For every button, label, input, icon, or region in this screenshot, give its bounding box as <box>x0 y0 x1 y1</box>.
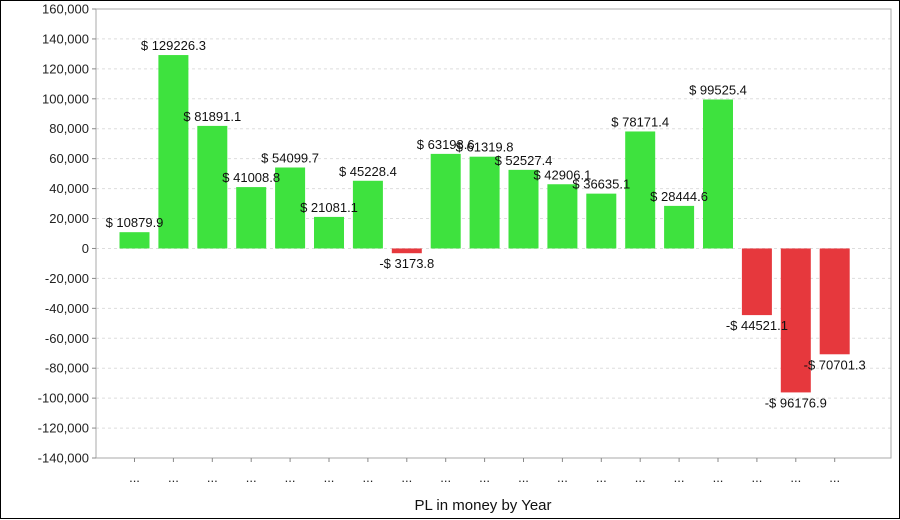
x-tick-label: ... <box>596 470 607 485</box>
y-tick-label: 100,000 <box>42 91 89 106</box>
bar[interactable] <box>664 205 695 249</box>
bars <box>119 55 850 393</box>
bar[interactable] <box>547 184 578 249</box>
bar[interactable] <box>236 187 267 249</box>
bar[interactable] <box>625 131 656 249</box>
x-tick-label: ... <box>829 470 840 485</box>
plot-area-border <box>95 8 892 459</box>
data-label: -$ 3173.8 <box>379 256 434 271</box>
x-tick-label: ... <box>129 470 140 485</box>
bar[interactable] <box>741 248 772 316</box>
bar[interactable] <box>275 167 306 249</box>
y-tick-label: -60,000 <box>45 331 89 346</box>
bar[interactable] <box>819 248 850 355</box>
y-tick-label: 120,000 <box>42 61 89 76</box>
x-axis-title: PL in money by Year <box>414 497 551 514</box>
data-label: $ 129226.3 <box>141 38 206 53</box>
x-tick-label: ... <box>285 470 296 485</box>
y-tick-label: -100,000 <box>38 391 89 406</box>
y-tick-label: -120,000 <box>38 421 89 436</box>
x-tick-label: ... <box>401 470 412 485</box>
x-tick-label: ... <box>751 470 762 485</box>
x-axis-tick-labels: ........................................… <box>129 458 840 485</box>
bar[interactable] <box>586 193 617 249</box>
bar[interactable] <box>780 248 811 393</box>
x-tick-label: ... <box>246 470 257 485</box>
y-tick-label: 40,000 <box>49 181 89 196</box>
bar[interactable] <box>119 232 150 249</box>
y-tick-label: 80,000 <box>49 121 89 136</box>
y-tick-label: 20,000 <box>49 211 89 226</box>
y-tick-label: 0 <box>82 241 89 256</box>
bar[interactable] <box>508 169 539 249</box>
y-tick-label: -80,000 <box>45 361 89 376</box>
data-label: $ 10879.9 <box>106 215 164 230</box>
bar[interactable] <box>703 99 733 249</box>
bar[interactable] <box>469 156 500 249</box>
data-label: $ 54099.7 <box>261 150 319 165</box>
y-tick-label: 140,000 <box>42 31 89 46</box>
bar[interactable] <box>158 55 189 249</box>
data-label: -$ 70701.3 <box>804 357 866 372</box>
x-tick-label: ... <box>324 470 335 485</box>
bar[interactable] <box>391 248 422 254</box>
data-label: -$ 96176.9 <box>765 395 827 410</box>
x-tick-label: ... <box>713 470 724 485</box>
data-label: $ 28444.6 <box>650 189 708 204</box>
x-tick-label: ... <box>479 470 490 485</box>
y-tick-label: 60,000 <box>49 151 89 166</box>
data-label: $ 99525.4 <box>689 83 747 98</box>
x-tick-label: ... <box>440 470 451 485</box>
data-label: $ 45228.4 <box>339 164 397 179</box>
data-label: $ 42906.1 <box>533 167 591 182</box>
data-label: -$ 44521.1 <box>726 318 788 333</box>
bar[interactable] <box>314 216 344 249</box>
data-label: $ 78171.4 <box>611 114 669 129</box>
bar[interactable] <box>352 180 383 249</box>
x-tick-label: ... <box>518 470 529 485</box>
x-tick-label: ... <box>168 470 179 485</box>
x-tick-label: ... <box>207 470 218 485</box>
x-tick-label: ... <box>362 470 373 485</box>
y-tick-label: -140,000 <box>38 451 89 466</box>
y-tick-label: 160,000 <box>42 2 89 17</box>
x-tick-label: ... <box>674 470 685 485</box>
data-label: $ 81891.1 <box>183 109 241 124</box>
y-axis-tick-labels: 160,000 140,000 120,000 100,000 80,000 60,000… <box>38 2 96 466</box>
x-tick-label: ... <box>790 470 801 485</box>
bar[interactable] <box>430 153 461 249</box>
data-label: $ 41008.8 <box>222 170 280 185</box>
x-tick-label: ... <box>635 470 646 485</box>
y-tick-label: -40,000 <box>45 301 89 316</box>
data-label: $ 21081.1 <box>300 200 358 215</box>
data-label: $ 63198.6 <box>417 137 475 152</box>
y-tick-label: -20,000 <box>45 271 89 286</box>
data-label: $ 61319.8 <box>456 140 514 155</box>
data-labels: $ 10879.9 $ 129226.3 $ 81891.1 $ 41008.8 $ 5… <box>106 38 866 410</box>
bar[interactable] <box>197 125 228 249</box>
data-label: $ 36635.1 <box>572 177 630 192</box>
x-tick-label: ... <box>557 470 568 485</box>
data-label: $ 52527.4 <box>495 153 553 168</box>
